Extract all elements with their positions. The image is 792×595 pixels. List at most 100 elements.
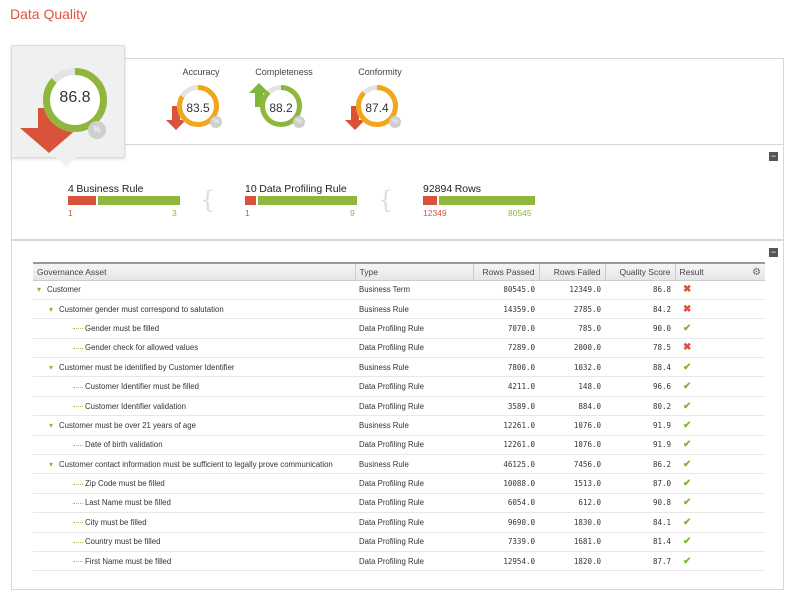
table-row[interactable]: Gender must be filled Data Profiling Rul… bbox=[33, 318, 765, 339]
asset-cell[interactable]: Gender check for allowed values bbox=[33, 338, 355, 359]
rows-passed-bar bbox=[439, 196, 535, 205]
tree-connector bbox=[73, 405, 83, 407]
table-row[interactable]: ▾ Customer contact information must be su… bbox=[33, 454, 765, 475]
result-cell: ✔ bbox=[675, 357, 765, 378]
col-quality-score[interactable]: Quality Score bbox=[604, 262, 675, 281]
asset-cell[interactable]: Last Name must be filled bbox=[33, 493, 355, 514]
chevron-down-icon[interactable]: ▾ bbox=[49, 362, 54, 372]
quality-score-cell: 87.0 bbox=[605, 473, 675, 494]
table-row[interactable]: City must be filled Data Profiling Rule … bbox=[33, 512, 765, 533]
chevron-down-icon[interactable]: ▾ bbox=[37, 285, 42, 295]
asset-cell[interactable]: Gender must be filled bbox=[33, 318, 355, 339]
col-governance-asset[interactable]: Governance Asset bbox=[33, 262, 355, 281]
asset-cell[interactable]: City must be filled bbox=[33, 512, 355, 533]
rows-failed-bar bbox=[423, 196, 437, 205]
collapse-summary-button[interactable]: − bbox=[769, 151, 778, 161]
metric-value-conformity: 87.4 bbox=[365, 101, 389, 115]
asset-cell[interactable]: ▾ Customer contact information must be su… bbox=[33, 454, 355, 475]
type-cell: Data Profiling Rule bbox=[355, 493, 473, 514]
result-cell: ✖ bbox=[675, 280, 765, 300]
rows-passed-cell: 10088.0 bbox=[473, 473, 539, 494]
business-rule-failed: 1 bbox=[68, 208, 73, 218]
asset-cell[interactable]: Zip Code must be filled bbox=[33, 473, 355, 494]
chevron-down-icon[interactable]: ▾ bbox=[49, 304, 54, 314]
page-title: Data Quality bbox=[10, 6, 88, 22]
table-row[interactable]: Last Name must be filled Data Profiling … bbox=[33, 493, 765, 514]
rows-passed-cell: 3589.0 bbox=[473, 396, 539, 417]
asset-cell[interactable]: ▾ Customer must be identified by Customer… bbox=[33, 357, 355, 378]
result-cell: ✔ bbox=[675, 551, 765, 572]
type-cell: Data Profiling Rule bbox=[355, 435, 473, 456]
type-cell: Business Rule bbox=[355, 357, 473, 378]
gear-icon[interactable]: ⚙ bbox=[752, 267, 761, 278]
asset-cell[interactable]: ▾ Customer must be over 21 years of age bbox=[33, 415, 355, 436]
table-row[interactable]: First Name must be filled Data Profiling… bbox=[33, 551, 765, 572]
result-cell: ✔ bbox=[675, 512, 765, 533]
collapse-table-button[interactable]: − bbox=[769, 247, 778, 257]
metric-gauge-completeness[interactable] bbox=[259, 84, 303, 128]
down-arrow-icon bbox=[20, 108, 78, 153]
result-cell: ✖ bbox=[675, 299, 765, 320]
col-result[interactable]: Result ⚙ bbox=[674, 262, 765, 281]
metric-label-accuracy: Accuracy bbox=[182, 67, 220, 77]
asset-cell[interactable]: Customer Identifier must be filled bbox=[33, 376, 355, 397]
quality-score-cell: 88.4 bbox=[605, 357, 675, 378]
check-icon: ✔ bbox=[683, 516, 692, 528]
fail-icon: ✖ bbox=[683, 342, 692, 354]
metric-gauge-conformity[interactable] bbox=[355, 84, 399, 128]
check-icon: ✔ bbox=[683, 419, 692, 431]
result-cell: ✔ bbox=[675, 454, 765, 475]
table-row[interactable]: ▾ Customer Business Term 80545.0 12349.0 … bbox=[33, 280, 765, 300]
asset-cell[interactable]: ▾ Customer bbox=[33, 280, 355, 300]
col-type[interactable]: Type bbox=[354, 262, 473, 281]
brace-divider: { bbox=[200, 186, 216, 214]
table-row[interactable]: Customer Identifier must be filled Data … bbox=[33, 376, 765, 397]
rows-passed-cell: 14359.0 bbox=[473, 299, 539, 320]
table-row[interactable]: Customer Identifier validation Data Prof… bbox=[33, 396, 765, 417]
profiling-rule-failed-bar bbox=[245, 196, 256, 205]
check-icon: ✔ bbox=[683, 536, 692, 548]
quality-score-cell: 84.2 bbox=[605, 299, 675, 320]
profiling-rule-passed-bar bbox=[258, 196, 357, 205]
rows-passed-cell: 46125.0 bbox=[473, 454, 539, 475]
quality-score-cell: 87.7 bbox=[605, 551, 675, 572]
asset-cell[interactable]: First Name must be filled bbox=[33, 551, 355, 572]
table-row[interactable]: ▾ Customer gender must correspond to salu… bbox=[33, 299, 765, 320]
col-rows-failed[interactable]: Rows Failed bbox=[538, 262, 605, 281]
asset-cell[interactable]: Country must be filled bbox=[33, 532, 355, 552]
check-icon: ✔ bbox=[683, 555, 692, 567]
metric-label-completeness: Completeness bbox=[255, 67, 313, 77]
type-cell: Business Rule bbox=[355, 454, 473, 475]
asset-cell[interactable]: Customer Identifier validation bbox=[33, 396, 355, 417]
rows-failed-cell: 2785.0 bbox=[539, 299, 605, 320]
col-rows-passed[interactable]: Rows Passed bbox=[472, 262, 539, 281]
asset-cell[interactable]: Date of birth validation bbox=[33, 435, 355, 456]
overall-gauge bbox=[42, 67, 108, 133]
chevron-down-icon[interactable]: ▾ bbox=[49, 459, 54, 469]
metric-value-completeness: 88.2 bbox=[269, 101, 293, 115]
quality-score-cell: 81.4 bbox=[605, 532, 675, 552]
quality-score-cell: 86.2 bbox=[605, 454, 675, 475]
metric-gauge-accuracy[interactable] bbox=[176, 84, 220, 128]
rows-failed-cell: 148.0 bbox=[539, 376, 605, 397]
chevron-down-icon[interactable]: ▾ bbox=[49, 420, 54, 430]
table-row[interactable]: Gender check for allowed values Data Pro… bbox=[33, 338, 765, 359]
check-icon: ✔ bbox=[683, 381, 692, 393]
table-row[interactable]: ▾ Customer must be identified by Customer… bbox=[33, 357, 765, 378]
business-rule-passed-bar bbox=[98, 196, 180, 205]
quality-score-cell: 91.9 bbox=[605, 415, 675, 436]
table-row[interactable]: Zip Code must be filled Data Profiling R… bbox=[33, 473, 765, 494]
overall-score-card[interactable]: 86.8 % bbox=[11, 45, 125, 167]
result-cell: ✔ bbox=[675, 493, 765, 514]
rows-passed-cell: 12954.0 bbox=[473, 551, 539, 572]
asset-cell[interactable]: ▾ Customer gender must correspond to salu… bbox=[33, 299, 355, 320]
check-icon: ✔ bbox=[683, 400, 692, 412]
type-cell: Data Profiling Rule bbox=[355, 318, 473, 339]
table-row[interactable]: ▾ Customer must be over 21 years of age B… bbox=[33, 415, 765, 436]
rows-failed-cell: 1513.0 bbox=[539, 473, 605, 494]
table-row[interactable]: Country must be filled Data Profiling Ru… bbox=[33, 532, 765, 552]
tree-connector bbox=[73, 483, 83, 485]
tree-connector bbox=[73, 347, 83, 349]
table-row[interactable]: Date of birth validation Data Profiling … bbox=[33, 435, 765, 456]
tree-connector bbox=[73, 541, 83, 543]
